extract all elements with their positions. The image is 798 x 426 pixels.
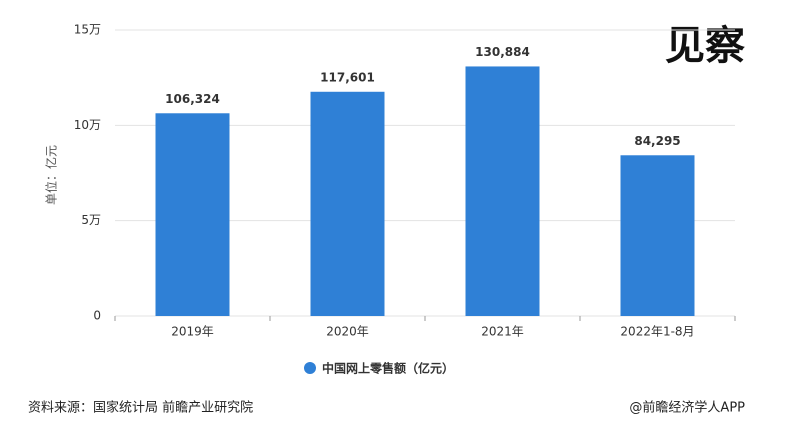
bar <box>310 91 385 316</box>
value-label: 117,601 <box>320 70 375 84</box>
value-label: 106,324 <box>165 92 220 106</box>
y-tick-label: 5万 <box>81 213 101 227</box>
x-tick-label: 2022年1-8月 <box>620 325 694 339</box>
y-axis-label: 单位：亿元 <box>44 145 59 205</box>
bar <box>465 66 540 316</box>
x-tick-label: 2021年 <box>481 325 524 339</box>
legend-marker <box>304 362 316 374</box>
source: 资料来源：国家统计局 前瞻产业研究院 <box>28 400 253 416</box>
x-tick-label: 2019年 <box>171 325 214 339</box>
y-tick-label: 10万 <box>74 118 101 132</box>
legend-label: 中国网上零售额（亿元） <box>322 361 454 376</box>
bar <box>155 113 230 316</box>
y-tick-label: 15万 <box>74 23 101 37</box>
credit: @前瞻经济学人APP <box>629 400 745 416</box>
value-label: 130,884 <box>475 45 530 59</box>
brand: 见察 <box>665 23 745 69</box>
bar <box>620 155 695 316</box>
value-label: 84,295 <box>634 134 680 148</box>
y-tick-label: 0 <box>93 309 101 323</box>
x-tick-label: 2020年 <box>326 325 369 339</box>
